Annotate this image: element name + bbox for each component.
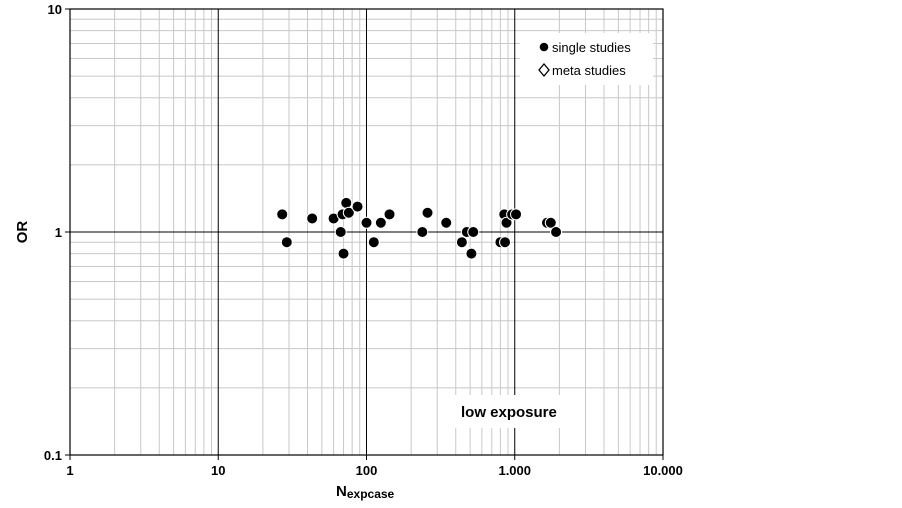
x-tick-label: 10 [211, 463, 225, 478]
single-study-point [276, 208, 289, 221]
single-study-point [334, 226, 347, 238]
y-tick-label: 10 [48, 2, 62, 17]
annotation-text: low exposure [461, 404, 557, 421]
x-axis-title: Nexpcase [336, 483, 395, 501]
y-axis-title: OR [14, 221, 31, 244]
x-tick-label: 1 [66, 463, 73, 478]
legend-label-single-studies: single studies [552, 40, 631, 55]
y-tick-label: 1 [55, 225, 62, 240]
single-study-point [374, 216, 387, 229]
single-study-point [280, 236, 293, 249]
legend-marker-meta-studies [538, 62, 550, 78]
single-study-point [550, 226, 563, 238]
x-axis-title-subscript: expcase [347, 487, 395, 501]
legend: single studies meta studies [520, 33, 653, 85]
single-study-point [306, 212, 319, 225]
x-axis-title-main: N [336, 483, 347, 500]
single-study-point [360, 216, 373, 229]
single-study-point [499, 236, 512, 249]
single-study-point [544, 216, 557, 229]
annotation: low exposure [451, 395, 579, 428]
x-tick-label: 10.000 [643, 463, 683, 478]
annotation-box [451, 395, 579, 428]
single-study-point [342, 206, 355, 219]
single-study-point [351, 200, 364, 213]
x-tick-label: 100 [356, 463, 378, 478]
y-tick-label: 0.1 [44, 448, 62, 463]
x-tick-label: 1.000 [498, 463, 531, 478]
legend-label-meta-studies: meta studies [552, 63, 626, 78]
single-study-point [510, 208, 523, 221]
single-study-point [440, 216, 453, 229]
single-study-point [455, 236, 468, 249]
single-study-point [383, 208, 396, 221]
single-study-point [500, 216, 513, 229]
single-study-point [416, 226, 429, 238]
single-study-point [467, 226, 480, 238]
legend-marker-single-studies [539, 42, 549, 52]
single-study-point [421, 206, 434, 219]
single-study-point [367, 236, 380, 249]
single-study-point [340, 196, 353, 209]
single-study-point [337, 247, 350, 260]
legend-box [520, 33, 653, 85]
single-study-point [465, 247, 478, 260]
